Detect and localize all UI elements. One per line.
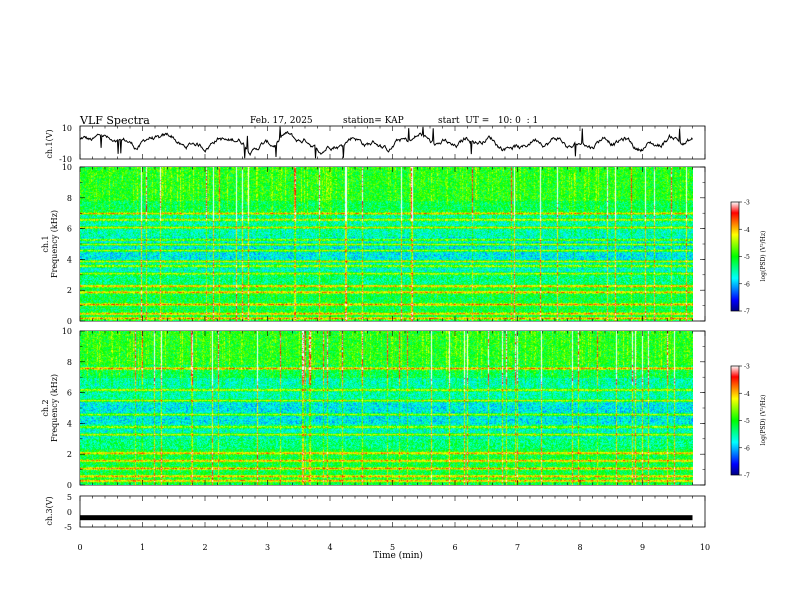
colorbar-tick-label: -3 (744, 200, 750, 207)
y-tick-label: 6 (67, 225, 72, 234)
x-axis: 0 1 2 3 4 5 6 7 8 9 10 (77, 126, 710, 552)
ch3-ylabel: ch.3(V) (45, 496, 54, 525)
colorbar-tick-label: -5 (744, 418, 750, 425)
x-tick-label: 2 (202, 543, 207, 552)
x-tick-label: 7 (515, 543, 520, 552)
y-tick-label: 10 (62, 163, 72, 172)
ch1-colorbar-gradient (730, 201, 740, 312)
ch1-colorbar-label: log(PSD) (V²/Hz) (760, 231, 767, 282)
ch2-spectrogram (80, 331, 693, 485)
ch1-ylabel-frequency: Frequency (kHz) (50, 210, 59, 278)
x-tick-label: 1 (140, 543, 145, 552)
ch2-colorbar-gradient (730, 365, 740, 476)
x-tick-label: 4 (327, 543, 332, 552)
colorbar-tick-label: -4 (744, 227, 750, 234)
ch3-waveform-line (80, 515, 693, 521)
x-tick-label: 0 (77, 543, 82, 552)
ch1-colorbar: -3 -4 -5 -6 -7 log(PSD) (V²/Hz) (730, 200, 767, 316)
y-tick-label: 6 (67, 389, 72, 398)
x-tick-label: 6 (452, 543, 457, 552)
ch2-colorbar-label: log(PSD) (V²/Hz) (760, 395, 767, 446)
y-tick-label: 4 (67, 255, 72, 264)
ch1-waveform-panel: 10 -10 ch.1(V) (45, 124, 693, 164)
y-tick-label: 0 (67, 481, 72, 490)
ch1-ytick-bottom: -10 (59, 155, 72, 164)
y-tick-label: 2 (67, 450, 72, 459)
colorbar-tick-label: -7 (744, 473, 750, 480)
ch2-ylabel-frequency: Frequency (kHz) (50, 374, 59, 442)
colorbar-tick-label: -7 (744, 309, 750, 316)
colorbar-tick-label: -4 (744, 391, 750, 398)
x-tick-label: 9 (640, 543, 645, 552)
chart-title: VLF Spectra (80, 114, 150, 127)
ch2-colorbar: -3 -4 -5 -6 -7 log(PSD) (V²/Hz) (730, 364, 767, 480)
y-tick-label: 4 (67, 419, 72, 428)
y-tick-label: 8 (67, 358, 72, 367)
ch1-ylabel: ch.1(V) (45, 129, 54, 158)
y-tick-label: 0 (67, 317, 72, 326)
x-axis-label: Time (min) (373, 550, 423, 561)
ch2-spectrogram-panel: 0 2 4 6 8 10 ch.2 Frequency (kHz) (41, 327, 705, 490)
y-tick-label: 10 (62, 327, 72, 336)
ch2-ylabel-channel: ch.2 (41, 399, 50, 416)
ch1-ylabel-channel: ch.1 (41, 235, 50, 252)
station-label: station= KAP (343, 116, 404, 126)
y-tick-label: 2 (67, 286, 72, 295)
ch3-ytick-top: 5 (67, 493, 72, 502)
colorbar-tick-label: -5 (744, 254, 750, 261)
ch3-ytick-bottom: -5 (64, 523, 72, 532)
colorbar-tick-label: -3 (744, 364, 750, 371)
x-tick-label: 8 (577, 543, 582, 552)
date-label: Feb. 17, 2025 (250, 116, 313, 126)
x-tick-label: 10 (700, 543, 710, 552)
ch1-waveform-line (79, 126, 693, 159)
x-tick-label: 5 (390, 543, 395, 552)
start-time-label: start UT = 10: 0 : 1 (438, 116, 539, 126)
colorbar-tick-label: -6 (744, 445, 750, 452)
colorbar-tick-label: -6 (744, 281, 750, 288)
ch1-ytick-top: 10 (62, 124, 72, 133)
ch3-ytick-mid: 0 (67, 508, 72, 517)
x-tick-label: 3 (265, 543, 270, 552)
ch1-spectrogram (80, 167, 693, 321)
y-tick-label: 8 (67, 194, 72, 203)
ch3-waveform-panel: 5 0 -5 ch.3(V) (45, 493, 693, 532)
ch1-spectrogram-panel: 0 2 4 6 8 10 ch.1 Frequency (kHz) (41, 163, 705, 326)
